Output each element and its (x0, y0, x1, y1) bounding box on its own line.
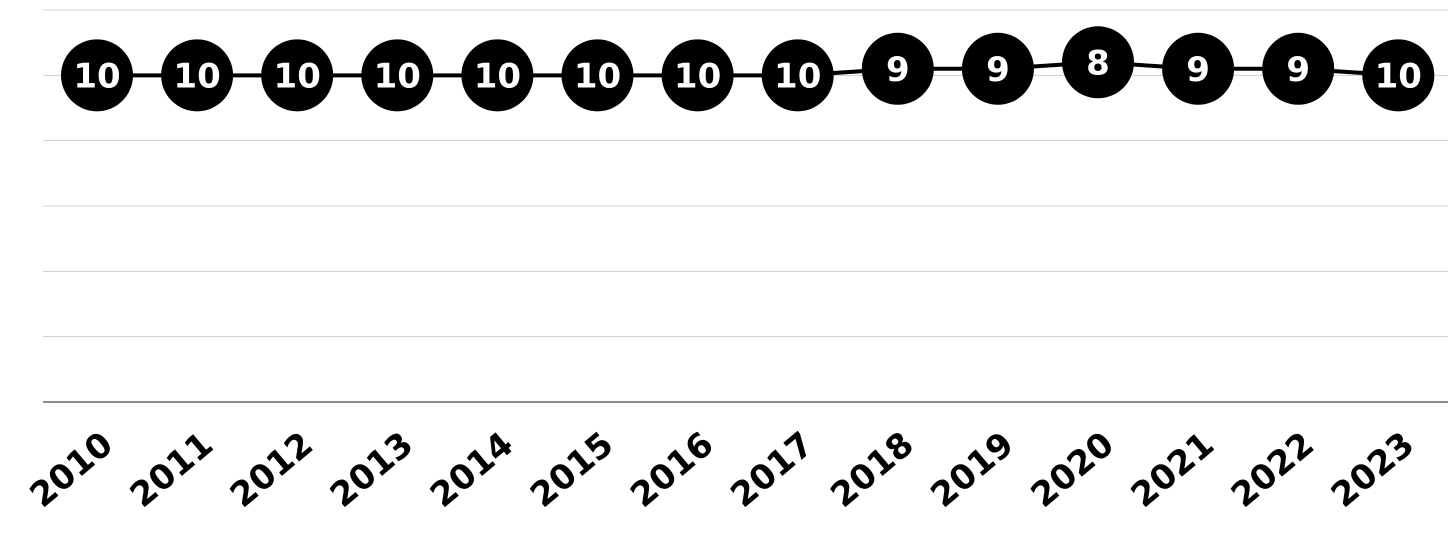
data-label: 10 (274, 56, 321, 96)
point (161, 39, 234, 112)
data-label: 10 (73, 56, 120, 96)
point (61, 39, 133, 112)
x-tick-label: 2022 (1224, 424, 1322, 515)
data-label: 10 (674, 56, 721, 96)
x-tick-label: 2012 (223, 424, 321, 515)
x-tick-label: 2014 (423, 424, 521, 515)
point (961, 32, 1034, 105)
data-label: 9 (886, 50, 910, 90)
x-tick-label: 2021 (1124, 424, 1222, 515)
x-tick-label: 2023 (1324, 424, 1422, 515)
x-tick-label: 2016 (623, 424, 721, 515)
point (361, 39, 434, 112)
data-label: 9 (1286, 50, 1310, 90)
data-label: 10 (474, 56, 521, 96)
point (461, 39, 534, 112)
point (861, 32, 934, 105)
data-label: 10 (1375, 56, 1422, 96)
data-label: 10 (173, 56, 220, 96)
point (261, 39, 334, 112)
data-label: 8 (1086, 43, 1110, 83)
x-tick-label: 2013 (323, 424, 421, 515)
point (1062, 26, 1134, 99)
x-tick-label: 2011 (123, 424, 221, 515)
data-label: 10 (774, 56, 821, 96)
x-tick-label: 2010 (23, 424, 121, 515)
x-tick-label: 2020 (1024, 424, 1122, 515)
point (661, 39, 734, 112)
point (561, 39, 634, 112)
data-label: 9 (1186, 50, 1210, 90)
point (1162, 32, 1235, 105)
data-label: 10 (574, 56, 621, 96)
x-tick-label: 2015 (523, 424, 621, 515)
x-tick-label: 2019 (923, 424, 1021, 515)
data-label: 9 (986, 50, 1010, 90)
x-tick-label: 2017 (723, 424, 821, 515)
point (1362, 39, 1435, 112)
point (761, 39, 834, 112)
point (1262, 32, 1335, 105)
x-tick-label: 2018 (823, 424, 921, 515)
data-label: 10 (374, 56, 421, 96)
